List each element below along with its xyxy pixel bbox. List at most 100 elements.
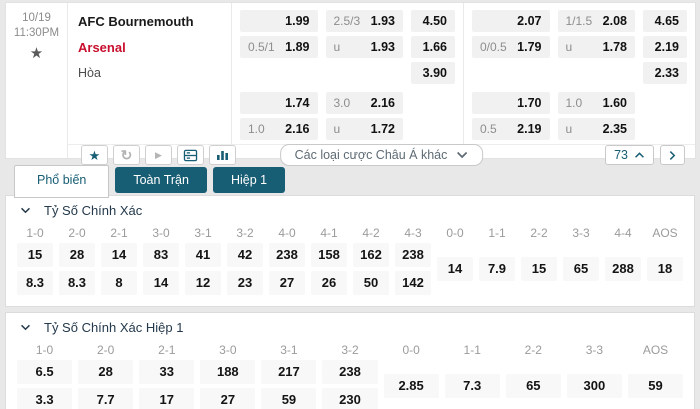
score-column: 2-1 14 8 bbox=[98, 224, 140, 299]
odds-cell[interactable]: 2.07 bbox=[472, 10, 550, 32]
draw-score-odds[interactable]: 59 bbox=[627, 374, 684, 398]
home-score-odds[interactable]: 28 bbox=[59, 243, 95, 267]
home-score-odds[interactable]: 6.5 bbox=[17, 360, 73, 384]
draw-score-odds[interactable]: 2.85 bbox=[383, 374, 439, 398]
draw-score-odds[interactable]: 300 bbox=[566, 374, 622, 398]
market-count-button[interactable]: 73 bbox=[605, 145, 654, 165]
favorite-star-icon[interactable]: ★ bbox=[29, 45, 44, 62]
odds-cell[interactable]: 2.33 bbox=[643, 62, 687, 84]
away-score-odds[interactable]: 27 bbox=[200, 388, 256, 409]
odds-cell[interactable]: 0/0.5 1.79 bbox=[472, 36, 550, 58]
statistics-button[interactable] bbox=[209, 145, 236, 165]
home-score-odds[interactable]: 15 bbox=[17, 243, 53, 267]
home-score-odds[interactable]: 41 bbox=[185, 243, 221, 267]
draw-score-odds[interactable]: 288 bbox=[605, 257, 641, 281]
draw-score-odds[interactable]: 65 bbox=[505, 374, 561, 398]
expand-match-button[interactable] bbox=[660, 145, 685, 165]
home-score-odds[interactable]: 188 bbox=[200, 360, 256, 384]
away-score-odds[interactable]: 17 bbox=[139, 388, 195, 409]
odds-cell[interactable]: 2.19 bbox=[643, 36, 687, 58]
draw-score-odds[interactable]: 14 bbox=[437, 257, 473, 281]
handicap-value: u bbox=[333, 40, 341, 54]
away-score-odds[interactable]: 50 bbox=[353, 271, 389, 295]
odds-cell[interactable]: 1.0 2.16 bbox=[240, 118, 318, 140]
away-score-odds[interactable]: 3.3 bbox=[17, 388, 73, 409]
score-column: 3-1 41 12 bbox=[182, 224, 224, 299]
odds-cell[interactable]: 4.50 bbox=[411, 10, 455, 32]
match-toolbar: ★ ↻ ▶ Các loại cược Châu Á khác bbox=[68, 144, 695, 166]
odds-cell[interactable]: 1.0 1.60 bbox=[557, 92, 635, 114]
score-label: AOS bbox=[652, 226, 678, 240]
odds-cell[interactable]: u 1.93 bbox=[325, 36, 403, 58]
bet-types-button[interactable] bbox=[177, 145, 204, 165]
away-score-odds[interactable]: 12 bbox=[185, 271, 221, 295]
tab-first-half[interactable]: Hiệp 1 bbox=[212, 167, 286, 193]
favorite-button[interactable]: ★ bbox=[81, 145, 108, 165]
live-stream-button[interactable]: ▶ bbox=[145, 145, 172, 165]
away-score-odds[interactable]: 8.3 bbox=[59, 271, 95, 295]
home-score-odds[interactable]: 238 bbox=[395, 243, 431, 267]
draw-score-odds[interactable]: 65 bbox=[563, 257, 599, 281]
away-score-odds[interactable]: 7.7 bbox=[78, 388, 134, 409]
score-label: 3-3 bbox=[585, 343, 604, 357]
refresh-button[interactable]: ↻ bbox=[113, 145, 140, 165]
asian-markets-dropdown[interactable]: Các loại cược Châu Á khác bbox=[279, 144, 484, 166]
home-score-odds[interactable]: 162 bbox=[353, 243, 389, 267]
score-column: 4-3 238 142 bbox=[392, 224, 434, 299]
play-icon: ▶ bbox=[155, 149, 162, 160]
home-score-odds[interactable]: 14 bbox=[101, 243, 137, 267]
odds-cell[interactable]: 0.5 2.19 bbox=[472, 118, 550, 140]
tab-popular[interactable]: Phổ biến bbox=[14, 165, 110, 198]
away-score-odds[interactable]: 59 bbox=[261, 388, 317, 409]
away-score-odds[interactable]: 14 bbox=[143, 271, 179, 295]
odds-value: 2.33 bbox=[654, 66, 679, 80]
score-column: 1-0 15 8.3 bbox=[14, 224, 56, 299]
home-score-odds[interactable]: 238 bbox=[269, 243, 305, 267]
home-score-odds[interactable]: 33 bbox=[139, 360, 195, 384]
odds-cell[interactable]: 1.70 bbox=[472, 92, 550, 114]
home-score-odds[interactable]: 217 bbox=[261, 360, 317, 384]
odds-cell[interactable]: 1/1.5 2.08 bbox=[557, 10, 635, 32]
odds-cell[interactable]: 2.5/3 1.93 bbox=[325, 10, 403, 32]
draw-score-odds[interactable]: 7.3 bbox=[444, 374, 500, 398]
odds-cell[interactable]: 3.90 bbox=[411, 62, 455, 84]
odds-cell[interactable]: u 2.35 bbox=[557, 118, 635, 140]
away-score-odds[interactable]: 142 bbox=[395, 271, 431, 295]
market-tabs: Phổ biến Toàn Trận Hiệp 1 bbox=[0, 159, 700, 198]
draw-score-odds[interactable]: 7.9 bbox=[479, 257, 515, 281]
odds-value: 1.60 bbox=[602, 96, 627, 110]
score-column: 3-2 238 230 bbox=[319, 341, 380, 409]
teams-column: AFC Bournemouth Arsenal Hòa bbox=[68, 3, 232, 144]
draw-score-odds[interactable]: 15 bbox=[521, 257, 557, 281]
away-score-odds[interactable]: 26 bbox=[311, 271, 347, 295]
correct-score-header[interactable]: Tỷ Số Chính Xác bbox=[6, 196, 694, 224]
odds-cell[interactable]: u 1.72 bbox=[325, 118, 403, 140]
home-score-odds[interactable]: 83 bbox=[143, 243, 179, 267]
odds-cell[interactable]: 0.5/1 1.89 bbox=[240, 36, 318, 58]
correct-score-1h-header[interactable]: Tỷ Số Chính Xác Hiệp 1 bbox=[6, 313, 694, 341]
correct-score-grid: 1-0 15 8.3 2-0 28 8.3 2-1 14 8 3-0 bbox=[6, 224, 694, 306]
score-column: 2-0 28 8.3 bbox=[56, 224, 98, 299]
away-score-odds[interactable]: 27 bbox=[269, 271, 305, 295]
odds-value: 2.35 bbox=[602, 122, 627, 136]
away-score-odds[interactable]: 23 bbox=[227, 271, 263, 295]
away-score-odds[interactable]: 8.3 bbox=[17, 271, 53, 295]
chevron-down-icon bbox=[457, 151, 468, 159]
score-column: 4-2 162 50 bbox=[350, 224, 392, 299]
odds-cell[interactable]: u 1.78 bbox=[557, 36, 635, 58]
home-score-odds[interactable]: 42 bbox=[227, 243, 263, 267]
home-score-odds[interactable]: 28 bbox=[78, 360, 134, 384]
odds-cell[interactable]: 4.65 bbox=[643, 10, 687, 32]
odds-cell[interactable]: 1.66 bbox=[411, 36, 455, 58]
odds-value: 1.78 bbox=[602, 40, 627, 54]
odds-cell[interactable]: 3.0 2.16 bbox=[325, 92, 403, 114]
draw-score-odds[interactable]: 18 bbox=[647, 257, 683, 281]
odds-cell[interactable]: 1.74 bbox=[240, 92, 318, 114]
home-score-odds[interactable]: 238 bbox=[322, 360, 378, 384]
tab-full-match[interactable]: Toàn Trận bbox=[115, 167, 207, 193]
score-column: 3-0 83 14 bbox=[140, 224, 182, 299]
odds-cell[interactable]: 1.99 bbox=[240, 10, 318, 32]
away-score-odds[interactable]: 230 bbox=[322, 388, 378, 409]
away-score-odds[interactable]: 8 bbox=[101, 271, 137, 295]
home-score-odds[interactable]: 158 bbox=[311, 243, 347, 267]
